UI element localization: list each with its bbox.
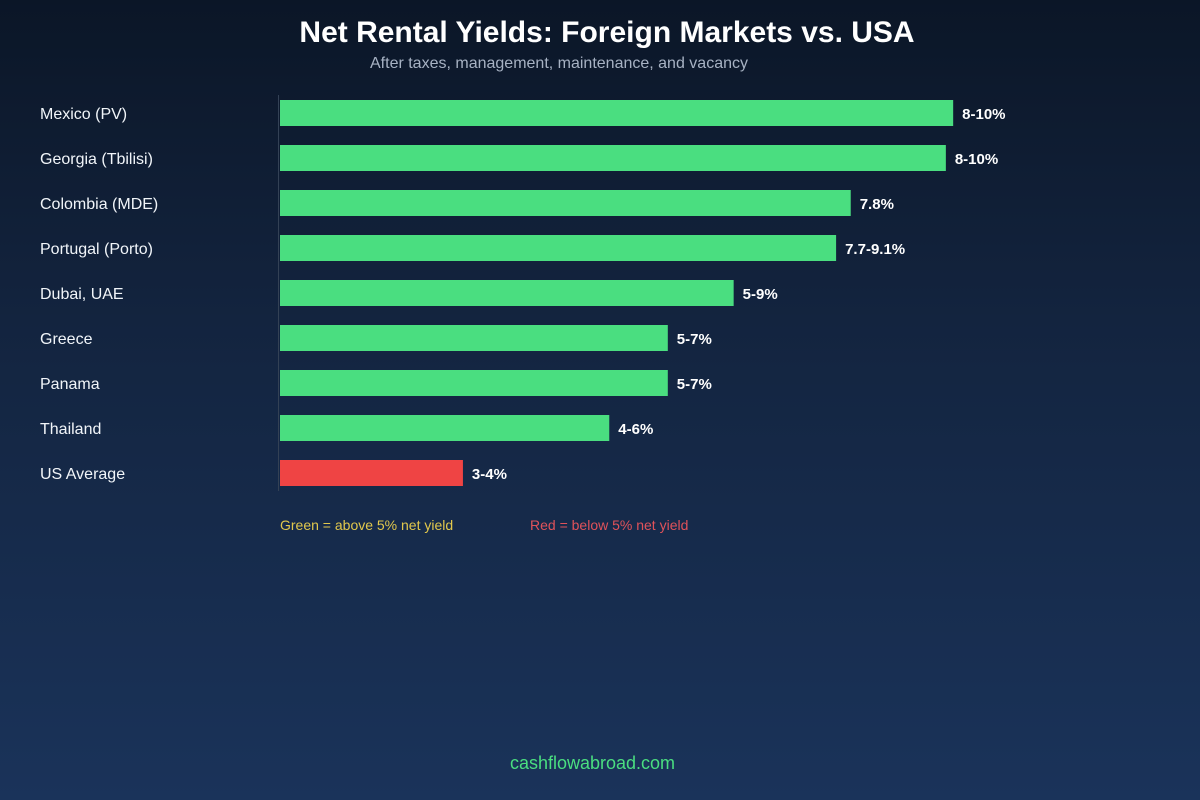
bar [280,145,946,171]
category-label: Panama [40,376,100,393]
data-label: 8-10% [955,151,998,168]
bar [280,235,837,261]
bar [280,415,610,441]
bar [280,460,463,486]
data-label: 7.7-9.1% [845,241,905,258]
category-label: Portugal (Porto) [40,241,153,258]
footer-site-link[interactable]: cashflowabroad.com [509,753,676,773]
chart-subtitle: After taxes, management, maintenance, an… [370,55,748,72]
category-label: Thailand [40,421,101,438]
legend-red-note: Red = below 5% net yield [530,517,689,533]
data-label: 5-7% [677,376,712,393]
bar [280,325,668,351]
category-label: Greece [40,331,93,348]
data-label: 7.8% [860,196,894,213]
bar [280,190,851,216]
bar [280,100,954,126]
category-label: Dubai, UAE [40,286,124,303]
category-label: Georgia (Tbilisi) [40,151,153,168]
category-label: Colombia (MDE) [40,196,158,213]
category-label: Mexico (PV) [40,106,127,123]
data-label: 3-4% [472,466,507,483]
data-label: 5-7% [677,331,712,348]
data-label: 5-9% [743,286,778,303]
data-label: 8-10% [962,106,1005,123]
bar [280,280,734,306]
chart-title: Net Rental Yields: Foreign Markets vs. U… [299,16,915,49]
data-label: 4-6% [618,421,653,438]
category-label: US Average [40,466,125,483]
bar [280,370,668,396]
legend-green-note: Green = above 5% net yield [280,517,454,533]
